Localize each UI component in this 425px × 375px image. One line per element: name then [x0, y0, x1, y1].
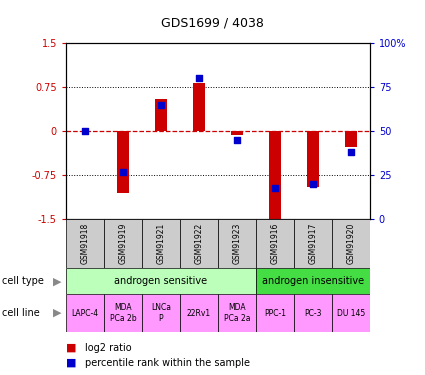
Text: ■: ■ [66, 358, 76, 368]
Text: log2 ratio: log2 ratio [85, 343, 132, 353]
Bar [104, 294, 142, 332]
Point [82, 128, 88, 134]
Text: DU 145: DU 145 [337, 309, 365, 318]
Bar [193, 83, 205, 131]
Text: GSM91921: GSM91921 [156, 223, 165, 264]
Bar [66, 294, 104, 332]
Text: LAPC-4: LAPC-4 [71, 309, 99, 318]
Text: androgen insensitive: androgen insensitive [262, 276, 364, 286]
Text: cell line: cell line [2, 308, 40, 318]
Bar [155, 99, 167, 131]
Text: LNCa
P: LNCa P [151, 303, 171, 323]
Point [272, 184, 278, 190]
Bar [332, 294, 370, 332]
Text: GSM91919: GSM91919 [118, 223, 127, 264]
Bar [218, 294, 256, 332]
Bar [66, 219, 104, 268]
Bar [231, 131, 243, 135]
Bar [345, 131, 357, 147]
Text: percentile rank within the sample: percentile rank within the sample [85, 358, 250, 368]
Point [157, 102, 164, 108]
Text: GSM91920: GSM91920 [346, 223, 355, 264]
Text: androgen sensitive: androgen sensitive [114, 276, 207, 286]
Point [119, 169, 126, 175]
Text: PPC-1: PPC-1 [264, 309, 286, 318]
Text: MDA
PCa 2a: MDA PCa 2a [224, 303, 250, 323]
Text: PC-3: PC-3 [304, 309, 322, 318]
Bar [294, 294, 332, 332]
Text: 22Rv1: 22Rv1 [187, 309, 211, 318]
Text: GDS1699 / 4038: GDS1699 / 4038 [161, 17, 264, 30]
Text: GSM91918: GSM91918 [80, 223, 89, 264]
Bar [256, 294, 294, 332]
Text: ▶: ▶ [53, 276, 62, 286]
Bar [180, 294, 218, 332]
Text: cell type: cell type [2, 276, 44, 286]
Bar [218, 219, 256, 268]
Text: GSM91916: GSM91916 [270, 223, 279, 264]
Text: ■: ■ [66, 343, 76, 353]
Bar [332, 219, 370, 268]
Text: GSM91922: GSM91922 [194, 223, 203, 264]
Bar [142, 219, 180, 268]
Bar [104, 219, 142, 268]
Point [233, 137, 240, 143]
Text: GSM91923: GSM91923 [232, 223, 241, 264]
Bar [66, 268, 256, 294]
Point [309, 181, 316, 187]
Bar [269, 131, 281, 222]
Bar [256, 268, 370, 294]
Point [196, 75, 202, 81]
Bar [307, 131, 319, 187]
Point [347, 149, 354, 155]
Bar [294, 219, 332, 268]
Text: MDA
PCa 2b: MDA PCa 2b [110, 303, 136, 323]
Text: GSM91917: GSM91917 [308, 223, 317, 264]
Bar [180, 219, 218, 268]
Bar [142, 294, 180, 332]
Bar [256, 219, 294, 268]
Bar [117, 131, 129, 193]
Text: ▶: ▶ [53, 308, 62, 318]
